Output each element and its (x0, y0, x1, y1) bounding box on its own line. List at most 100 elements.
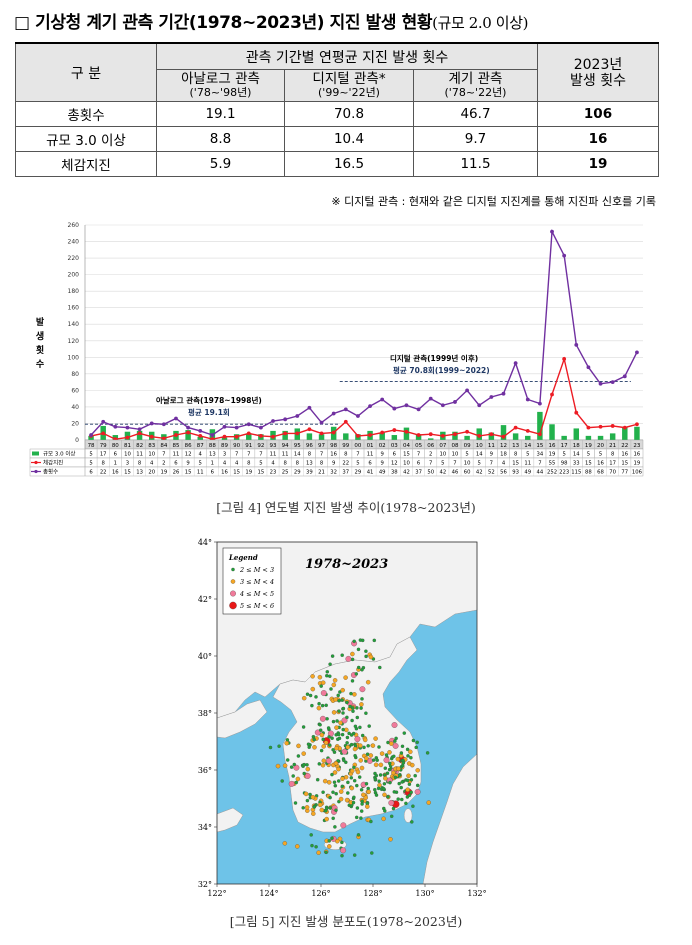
lon-label: 128° (363, 889, 382, 898)
epicenter-dot (362, 745, 366, 750)
x-tick-label: 03 (391, 443, 398, 449)
data-label: 52 (488, 470, 495, 476)
epicenter-dot (310, 794, 316, 800)
epicenter-dot (396, 797, 400, 801)
header-instrument: 계기 관측 ('78~'22년) (413, 69, 538, 102)
bar (488, 432, 495, 440)
epicenter-dot (362, 737, 368, 743)
data-point (295, 431, 300, 436)
epicenter-dot (349, 733, 354, 737)
data-point (101, 431, 106, 436)
epicenter-dot (321, 758, 327, 763)
x-tick-label: 09 (464, 443, 471, 449)
data-label: 56 (500, 470, 507, 476)
data-point (246, 431, 251, 436)
epicenter-dot (385, 771, 390, 775)
epicenter-dot (325, 757, 332, 764)
epicenter-dot (320, 703, 325, 708)
epicenter-dot (349, 785, 355, 791)
epicenter-dot (372, 638, 377, 643)
data-point (586, 365, 591, 370)
lon-label: 122° (207, 889, 226, 898)
epicenter-dot (358, 725, 362, 730)
epicenter-dot (292, 762, 297, 767)
data-point (453, 432, 457, 437)
epicenter-dot (371, 758, 376, 762)
data-label: 8 (611, 452, 615, 458)
row-label: 체감지진 (15, 151, 157, 177)
data-label: 93 (512, 470, 519, 476)
x-tick-label: 15 (536, 443, 543, 449)
data-label: 5 (478, 461, 481, 467)
period-range: ('99~'22년) (318, 85, 380, 99)
epicenter-dot (370, 743, 376, 748)
data-label: 2 (429, 452, 432, 458)
data-label: 39 (306, 470, 313, 476)
data-point (198, 433, 203, 438)
epicenter-dot (386, 795, 390, 799)
epicenter-dot (409, 790, 413, 795)
epicenter-dot (357, 775, 362, 779)
data-point (368, 433, 372, 437)
data-point (368, 404, 372, 408)
data-point (586, 425, 591, 430)
bar (561, 435, 567, 440)
epicenter-dot (301, 806, 305, 810)
epicenter-dot (340, 847, 347, 854)
bar (549, 424, 555, 440)
bar (185, 430, 191, 440)
data-label: 70 (609, 470, 616, 476)
epicenter-dot (340, 822, 347, 829)
epicenter-dot (331, 816, 335, 821)
data-label: 37 (342, 470, 349, 476)
bar (221, 437, 228, 440)
data-label: 9 (381, 452, 384, 458)
epicenter-dot (384, 753, 389, 757)
epicenter-dot (383, 776, 388, 781)
data-label: 23 (270, 470, 277, 476)
data-point (295, 414, 300, 418)
data-point (161, 422, 166, 427)
epicenter-dot (320, 690, 327, 696)
epicenter-dot (341, 717, 348, 724)
x-tick-label: 22 (621, 443, 628, 449)
data-label: 11 (270, 452, 277, 458)
epicenter-dot (407, 782, 412, 787)
epicenter-dot (322, 778, 328, 784)
data-label: 3 (223, 452, 226, 458)
epicenter-dot (318, 723, 322, 727)
x-tick-label: 81 (124, 443, 131, 449)
epicenter-dot (327, 743, 332, 747)
data-label: 5 (465, 452, 468, 458)
bar (282, 430, 288, 440)
y-tick-label: 20 (71, 420, 79, 427)
data-label: 16 (330, 452, 337, 458)
epicenter-dot (310, 703, 314, 708)
page-title: □ 기상청 계기 관측 기간(1978~2023년) 지진 발생 현황(규모 2… (14, 8, 528, 33)
lat-label: 32° (198, 880, 212, 889)
epicenter-dot (347, 731, 351, 736)
data-point (210, 433, 215, 437)
epicenter-dot (360, 668, 364, 672)
x-tick-label: 90 (233, 443, 240, 449)
epicenter-dot (359, 706, 363, 710)
epicenter-dot (415, 740, 419, 745)
epicenter-dot (377, 779, 381, 783)
data-label: 15 (258, 470, 265, 476)
epicenter-dot (365, 752, 370, 756)
epicenter-dot (314, 845, 318, 849)
data-label: 46 (452, 470, 459, 476)
epicenter-dots (268, 638, 431, 858)
epicenter-dot (317, 701, 321, 706)
epicenter-dot (320, 762, 326, 768)
data-label: 9 (332, 461, 335, 467)
data-point (343, 419, 348, 424)
data-label: 7 (235, 452, 238, 458)
epicenter-dot (291, 774, 295, 778)
data-label: 98 (561, 461, 568, 467)
epicenter-dot (381, 786, 386, 791)
epicenter-dot (354, 815, 359, 820)
legend-key-marker (34, 460, 38, 465)
epicenter-dot (393, 739, 397, 743)
epicenter-dot (364, 711, 368, 715)
